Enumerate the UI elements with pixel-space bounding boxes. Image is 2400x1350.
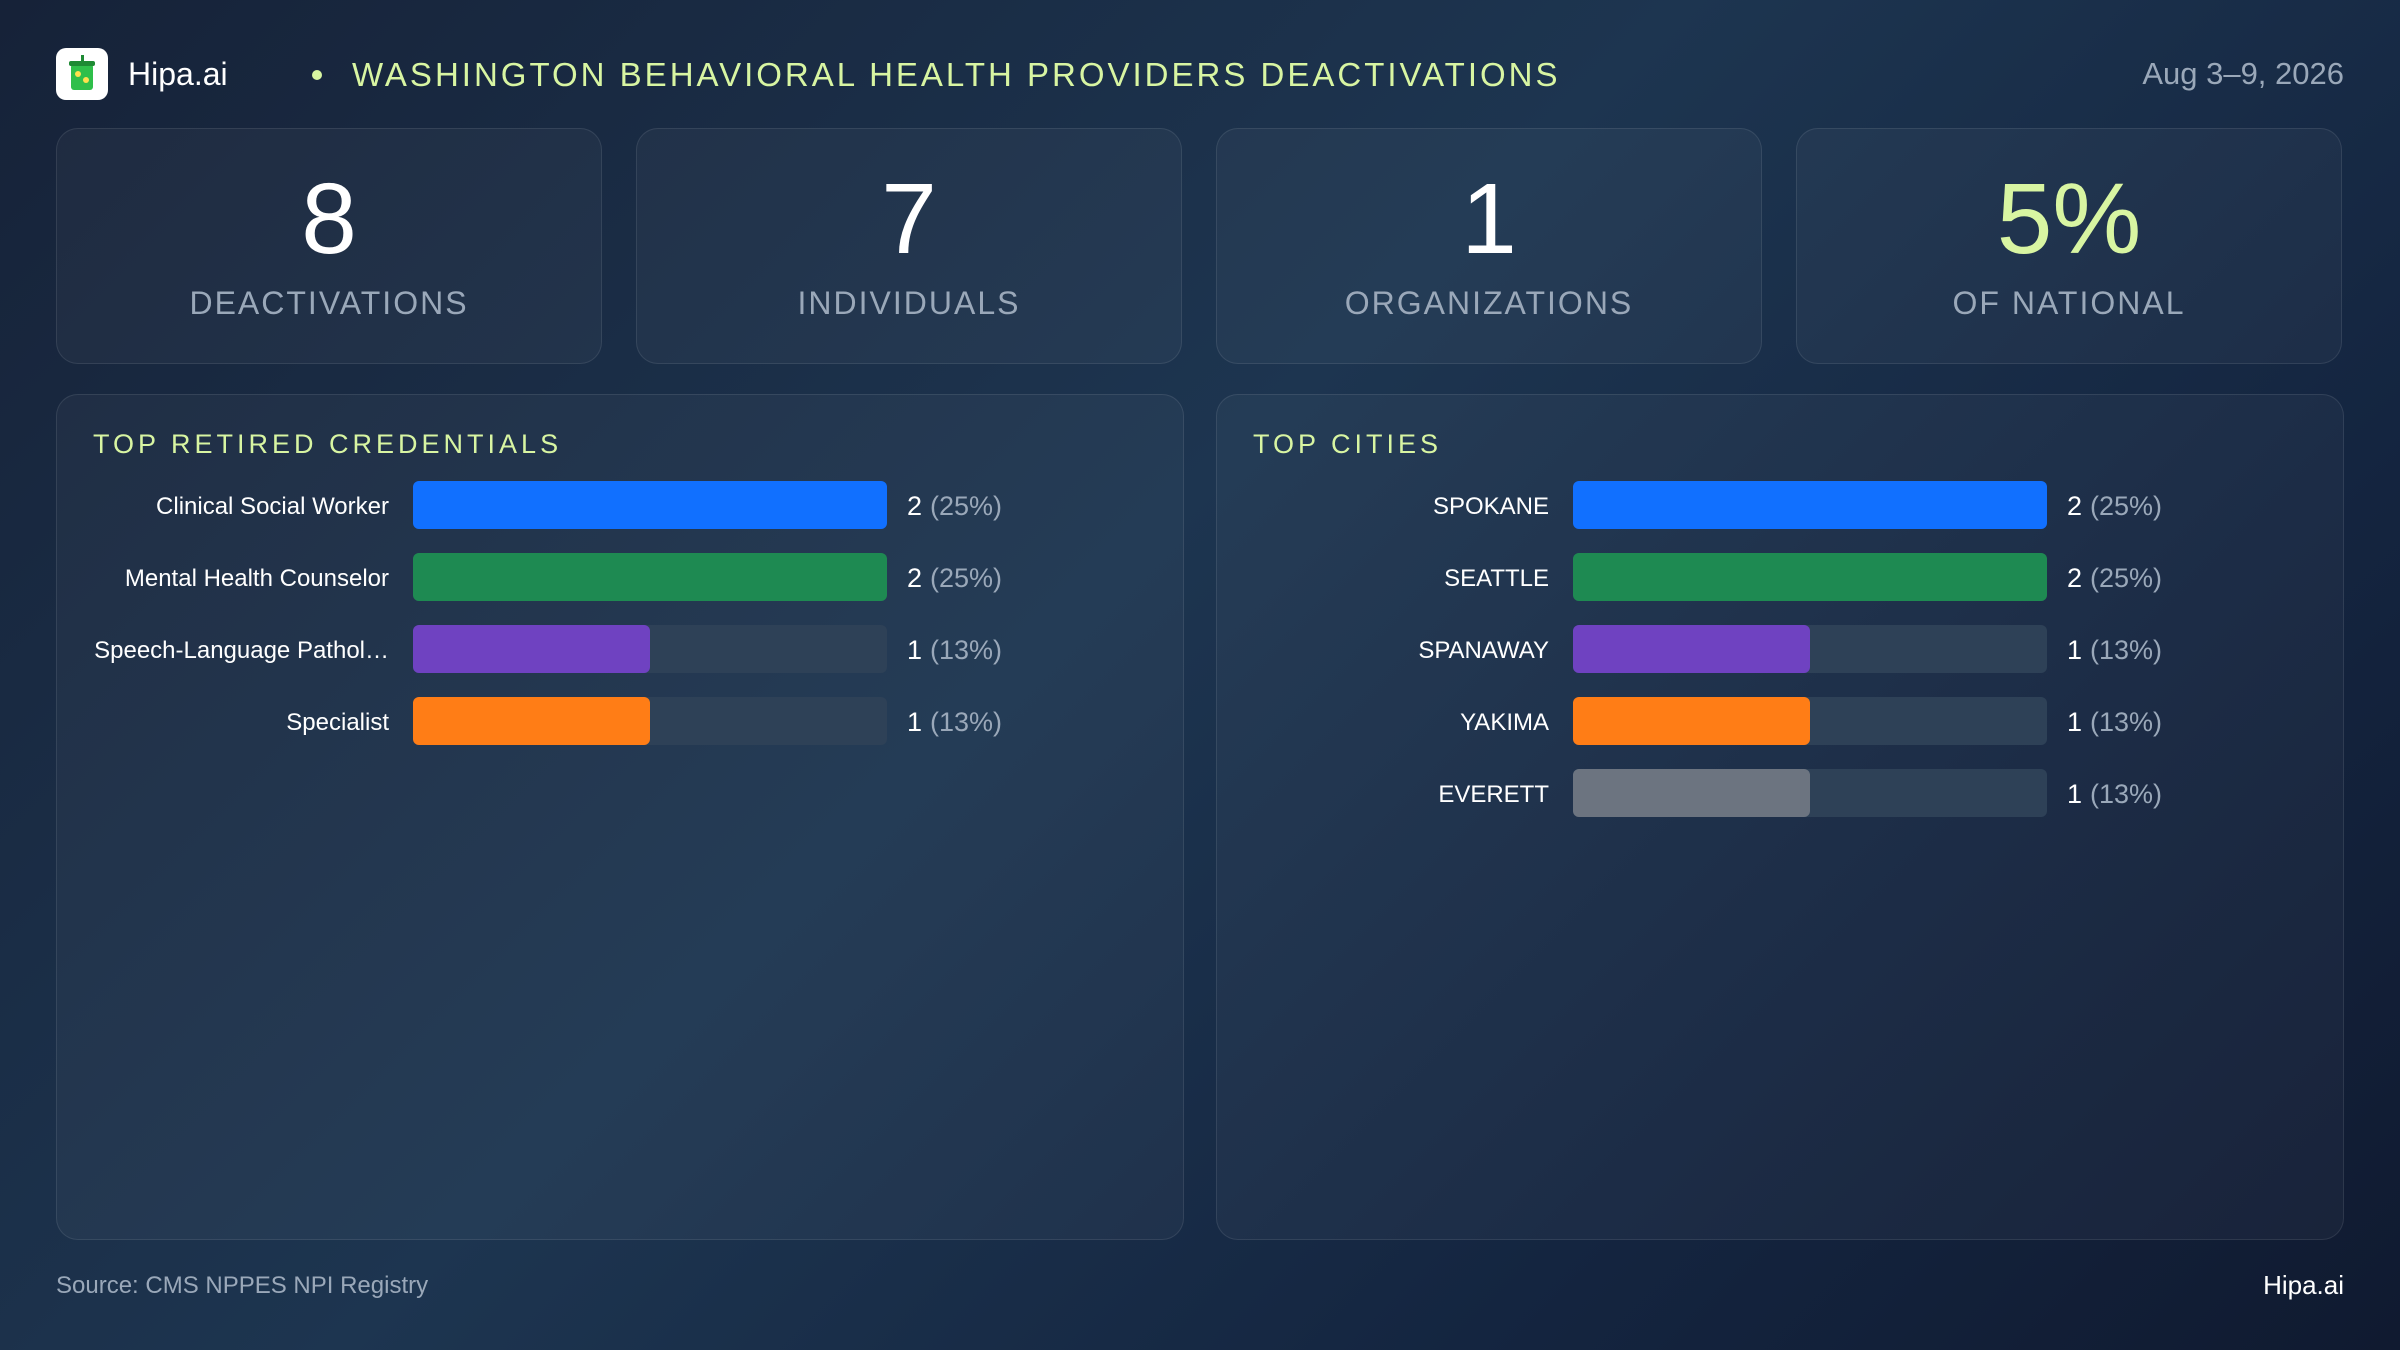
bar-percent: (25%) xyxy=(930,563,1002,593)
bar-row: SPANAWAY 1 (13%) xyxy=(1418,625,2162,673)
bar-value-label: 2 (25%) xyxy=(2067,491,2162,521)
bar-percent: (13%) xyxy=(930,707,1002,737)
bar-row: Specialist 1 (13%) xyxy=(286,697,1002,745)
panel-title: TOP CITIES xyxy=(1253,429,1443,459)
bar-category-label: Specialist xyxy=(286,709,389,736)
bar-percent: (25%) xyxy=(2090,563,2162,593)
bar-value-label: 2 (25%) xyxy=(907,563,1002,593)
brand-name: Hipa.ai xyxy=(128,56,228,92)
bar-value: 2 xyxy=(907,491,922,521)
cities-bar-chart: SPOKANE 2 (25%) SEATTLE 2 (25%) SPANAWAY 1 (13%)… xyxy=(1418,481,2162,817)
bar-row: EVERETT 1 (13%) xyxy=(1438,769,2162,817)
kpi-card-deactivations: 8 DEACTIVATIONS xyxy=(56,128,602,364)
bar-category-label: Speech-Language Pathol… xyxy=(94,637,389,664)
bar xyxy=(413,481,887,529)
bar-value: 1 xyxy=(907,707,922,737)
kpi-value: 8 xyxy=(301,163,357,275)
cities-panel: TOP CITIES SPOKANE 2 (25%) SEATTLE 2 (25%) SPA… xyxy=(1216,394,2344,1240)
bar-row: YAKIMA 1 (13%) xyxy=(1460,697,2162,745)
bar-category-label: Clinical Social Worker xyxy=(156,493,389,520)
bar-row: Clinical Social Worker 2 (25%) xyxy=(156,481,1002,529)
bar-percent: (25%) xyxy=(930,491,1002,521)
bar-row: Mental Health Counselor 2 (25%) xyxy=(125,553,1002,601)
bar-value: 1 xyxy=(2067,779,2082,809)
bar xyxy=(1573,625,1810,673)
bar xyxy=(1573,697,1810,745)
bar xyxy=(413,697,650,745)
bar xyxy=(1573,769,1810,817)
bar xyxy=(413,553,887,601)
bar xyxy=(413,625,650,673)
separator-dot xyxy=(312,70,322,80)
page-title: WASHINGTON BEHAVIORAL HEALTH PROVIDERS D… xyxy=(352,56,1561,93)
source-note: Source: CMS NPPES NPI Registry xyxy=(56,1272,429,1299)
panel-title: TOP RETIRED CREDENTIALS xyxy=(93,429,563,459)
bar-category-label: SPANAWAY xyxy=(1418,637,1549,664)
bar-category-label: Mental Health Counselor xyxy=(125,565,389,592)
bar-percent: (25%) xyxy=(2090,491,2162,521)
bar-percent: (13%) xyxy=(2090,779,2162,809)
bar-value: 2 xyxy=(907,563,922,593)
bar-category-label: SEATTLE xyxy=(1444,565,1549,592)
bar-value-label: 1 (13%) xyxy=(907,707,1002,737)
bar-value-label: 1 (13%) xyxy=(2067,635,2162,665)
bar-row: Speech-Language Pathol… 1 (13%) xyxy=(94,625,1002,673)
bar-value-label: 1 (13%) xyxy=(907,635,1002,665)
bar-percent: (13%) xyxy=(930,635,1002,665)
credentials-bar-chart: Clinical Social Worker 2 (25%)Mental Healt… xyxy=(94,481,1002,745)
bar-percent: (13%) xyxy=(2090,635,2162,665)
bar-value-label: 2 (25%) xyxy=(907,491,1002,521)
kpi-value: 1 xyxy=(1461,163,1517,275)
header: Hipa.ai WASHINGTON BEHAVIORAL HEALTH PRO… xyxy=(56,46,2344,102)
bar-category-label: YAKIMA xyxy=(1460,709,1549,736)
kpi-card-individuals: 7 INDIVIDUALS xyxy=(636,128,1182,364)
bar-category-label: SPOKANE xyxy=(1433,493,1549,520)
date-range: Aug 3–9, 2026 xyxy=(2142,56,2344,91)
bar-value: 1 xyxy=(2067,707,2082,737)
bar xyxy=(1573,553,2047,601)
kpi-value: 5% xyxy=(1996,163,2142,275)
bar-category-label: EVERETT xyxy=(1438,781,1549,808)
bar-percent: (13%) xyxy=(2090,707,2162,737)
bar-row: SEATTLE 2 (25%) xyxy=(1444,553,2162,601)
cup-icon xyxy=(69,55,95,90)
kpi-card-national-share: 5% OF NATIONAL xyxy=(1796,128,2342,364)
footer-brand: Hipa.ai xyxy=(2263,1270,2344,1300)
kpi-card-organizations: 1 ORGANIZATIONS xyxy=(1216,128,1762,364)
bar-value: 2 xyxy=(2067,563,2082,593)
kpi-label: INDIVIDUALS xyxy=(797,285,1021,321)
kpi-value: 7 xyxy=(881,163,937,275)
credentials-panel: TOP RETIRED CREDENTIALS Clinical Social … xyxy=(56,394,1184,1240)
bar-value-label: 2 (25%) xyxy=(2067,563,2162,593)
logo xyxy=(56,48,108,100)
bar-value: 2 xyxy=(2067,491,2082,521)
bar-value: 1 xyxy=(2067,635,2082,665)
kpi-label: ORGANIZATIONS xyxy=(1344,285,1634,321)
bar-value-label: 1 (13%) xyxy=(2067,707,2162,737)
bar xyxy=(1573,481,2047,529)
kpi-label: DEACTIVATIONS xyxy=(189,285,469,321)
kpi-label: OF NATIONAL xyxy=(1952,285,2186,321)
bar-value: 1 xyxy=(907,635,922,665)
bar-value-label: 1 (13%) xyxy=(2067,779,2162,809)
bar-row: SPOKANE 2 (25%) xyxy=(1433,481,2162,529)
